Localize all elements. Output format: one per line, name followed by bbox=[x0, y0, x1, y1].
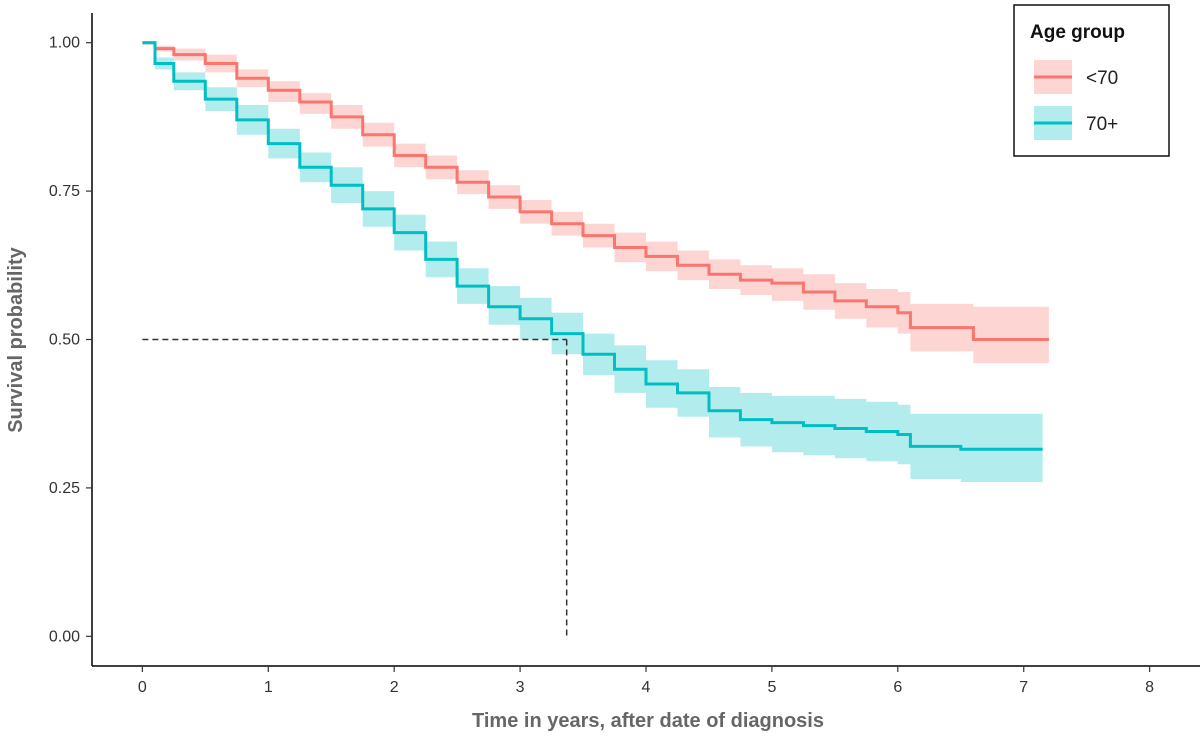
legend-title: Age group bbox=[1030, 22, 1125, 43]
x-tick-label: 8 bbox=[1145, 679, 1154, 696]
x-tick-label: 1 bbox=[264, 679, 273, 696]
x-tick-label: 5 bbox=[767, 679, 776, 696]
survival-curves bbox=[142, 41, 1049, 451]
y-tick-label: 1.00 bbox=[49, 35, 80, 52]
x-tick-label: 3 bbox=[516, 679, 525, 696]
legend-key-under-70 bbox=[1034, 60, 1072, 94]
x-tick-label: 6 bbox=[893, 679, 902, 696]
x-tick-label: 0 bbox=[138, 679, 147, 696]
legend: Age group <70 70+ bbox=[1013, 4, 1170, 157]
legend-key-70-plus bbox=[1034, 106, 1072, 140]
axes: 0 1 2 3 4 5 6 7 8 0.00 0.25 0.50 0.75 1.00 bbox=[49, 13, 1200, 696]
legend-label: <70 bbox=[1086, 68, 1118, 89]
x-axis-title: Time in years, after date of diagnosis bbox=[472, 710, 824, 732]
confidence-band-under-70 bbox=[142, 42, 1049, 364]
x-tick-label: 4 bbox=[642, 679, 651, 696]
survival-line-under-70 bbox=[142, 41, 1049, 341]
y-tick-label: 0.50 bbox=[49, 332, 80, 349]
survival-line-70-plus bbox=[142, 41, 1043, 451]
y-tick-label: 0.25 bbox=[49, 480, 80, 497]
x-tick-label: 2 bbox=[390, 679, 399, 696]
y-axis-title: Survival probability bbox=[5, 246, 27, 432]
y-tick-label: 0.75 bbox=[49, 183, 80, 200]
confidence-bands bbox=[142, 42, 1049, 482]
y-tick-label: 0.00 bbox=[49, 628, 80, 645]
median-reference-lines bbox=[142, 338, 568, 637]
x-tick-label: 7 bbox=[1019, 679, 1028, 696]
legend-box bbox=[1013, 4, 1170, 157]
confidence-band-70-plus bbox=[142, 42, 1043, 482]
legend-label: 70+ bbox=[1086, 114, 1118, 135]
